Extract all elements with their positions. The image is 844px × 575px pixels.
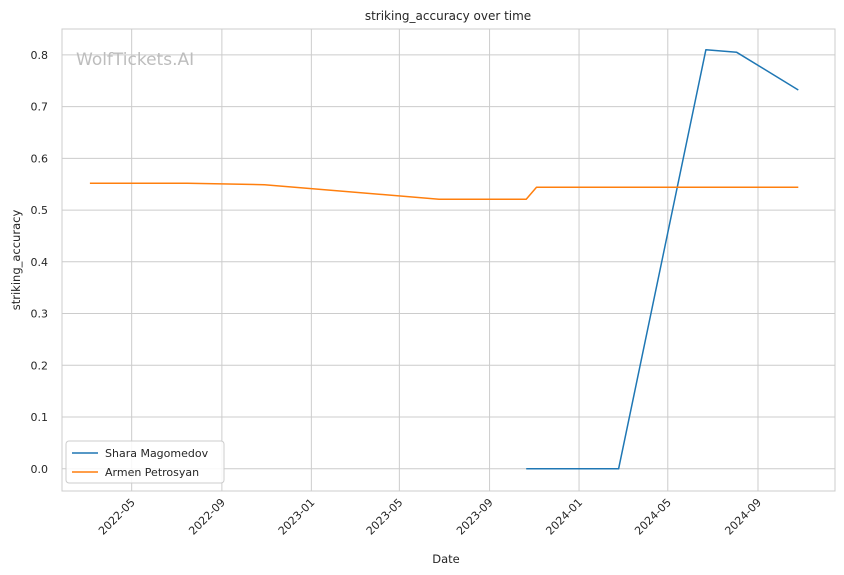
y-tick-label: 0.0 [31,463,49,476]
y-tick-labels: 0.0 0.1 0.2 0.3 0.4 0.5 0.6 0.7 0.8 [31,49,49,476]
series-line-armen-petrosyan [89,182,799,200]
x-tick-label: 2023-09 [454,496,496,538]
x-tick-label: 2023-01 [276,496,318,538]
y-tick-label: 0.8 [31,49,49,62]
legend-label-shara-magomedov: Shara Magomedov [105,447,209,460]
x-tick-label: 2023-05 [364,496,406,538]
plot-area [61,28,836,492]
y-tick-label: 0.7 [31,101,49,114]
legend: Shara Magomedov Armen Petrosyan [65,440,225,484]
series-line-shara-magomedov [526,48,799,470]
gridlines [62,29,835,491]
x-tick-labels: 2022-05 2022-09 2023-01 2023-05 2023-09 2024-… [96,496,764,538]
y-tick-label: 0.1 [31,411,49,424]
y-tick-label: 0.2 [31,359,49,372]
x-tick-label: 2024-05 [632,496,674,538]
chart-title: striking_accuracy over time [365,9,531,23]
y-tick-label: 0.3 [31,308,49,321]
y-tick-label: 0.5 [31,204,49,217]
x-axis-label: Date [432,552,460,566]
x-tick-label: 2024-09 [722,496,764,538]
legend-label-armen-petrosyan: Armen Petrosyan [105,466,199,479]
y-tick-label: 0.6 [31,152,49,165]
x-tick-label: 2024-01 [543,496,585,538]
legend-box [65,440,225,484]
x-tick-label: 2022-05 [96,496,138,538]
watermark-text: WolfTickets.AI [76,50,194,70]
y-tick-label: 0.4 [31,256,49,269]
series-layer [89,48,799,470]
x-tick-label: 2022-09 [186,496,228,538]
y-axis-label: striking_accuracy [9,210,23,311]
